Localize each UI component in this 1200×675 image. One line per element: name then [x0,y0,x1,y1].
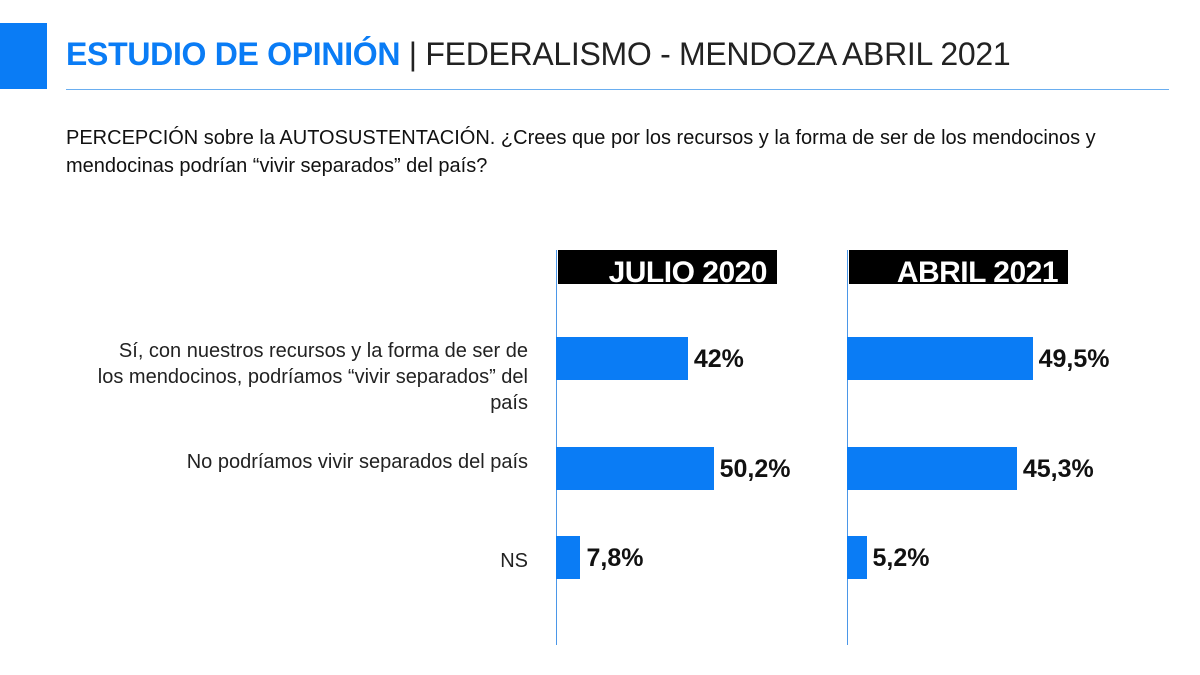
panel-header: JULIO 2020 [558,250,777,284]
data-label: 45,3% [1022,455,1094,483]
category-label: NS [500,550,528,572]
category-label: No podríamos vivir separados del país [186,451,528,473]
title-subtitle: FEDERALISMO - MENDOZA ABRIL 2021 [425,36,1011,72]
bar [847,536,867,579]
data-label: 5,2% [872,544,930,572]
data-label: 7,8% [586,544,644,572]
data-label: 49,5% [1038,345,1110,373]
bar [556,447,714,490]
bar [556,337,688,380]
data-label: 42% [693,345,744,373]
title-separator: | [408,36,417,72]
accent-block [0,23,47,89]
data-label: 50,2% [719,455,791,483]
series-name: ABRIL 2021 [896,256,1059,284]
category-label: Sí, con nuestros recursos y la forma de … [97,340,528,414]
brand-title: ESTUDIO DE OPINIÓN [66,36,401,72]
series-name: JULIO 2020 [608,256,768,284]
title-divider [66,89,1169,90]
bar [847,447,1017,490]
question-text: PERCEPCIÓN sobre la AUTOSUSTENTACIÓN. ¿C… [66,127,1096,177]
bar [556,536,581,579]
page-title: ESTUDIO DE OPINIÓN | FEDERALISMO - MENDO… [66,36,1011,73]
panel-header: ABRIL 2021 [849,250,1068,284]
bar [847,337,1033,380]
